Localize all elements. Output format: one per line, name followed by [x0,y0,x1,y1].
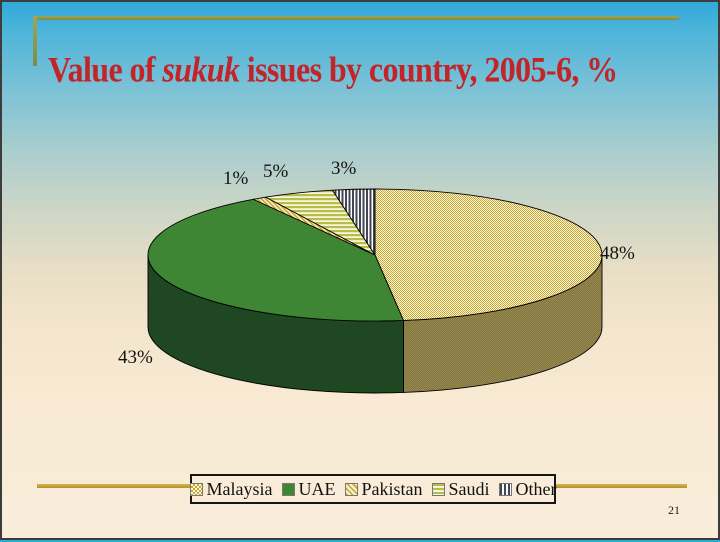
title-italic-word: sukuk [162,49,240,90]
legend-item-saudi: Saudi [431,478,490,500]
page-number: 21 [668,503,680,517]
slide-title: Value of sukuk issues by country, 2005-6… [48,49,708,90]
chart-legend: Malaysia UAE Pakistan Saudi Other [189,474,557,504]
pie-label-other: 3% [331,158,357,179]
legend-item-other: Other [498,478,557,500]
legend-swatch-other [498,482,512,496]
pie-label-uae: 43% [118,347,153,368]
legend-label-pakistan: Pakistan [361,478,423,499]
top-accent-rule [33,16,679,20]
legend-swatch-saudi [431,482,445,496]
legend-swatch-malaysia [189,482,203,496]
title-suffix: issues by country, 2005-6, % [239,49,618,90]
legend-label-uae: UAE [298,478,336,499]
left-accent-rule [33,16,37,66]
legend-item-malaysia: Malaysia [189,478,273,500]
legend-label-saudi: Saudi [448,478,490,499]
pie-slice-other [332,188,376,256]
pie-label-saudi: 5% [263,161,289,182]
legend-swatch-uae [281,482,295,496]
legend-swatch-pakistan [344,482,358,496]
pie-slice-malaysia [374,188,603,321]
legend-label-other: Other [515,478,557,499]
title-prefix: Value of [48,49,163,90]
legend-item-uae: UAE [281,478,336,500]
legend-label-malaysia: Malaysia [206,478,273,499]
pie-label-pakistan: 1% [223,168,249,189]
pie-label-malaysia: 48% [600,243,635,264]
pie-slice-uae [147,198,404,322]
legend-item-pakistan: Pakistan [344,478,423,500]
